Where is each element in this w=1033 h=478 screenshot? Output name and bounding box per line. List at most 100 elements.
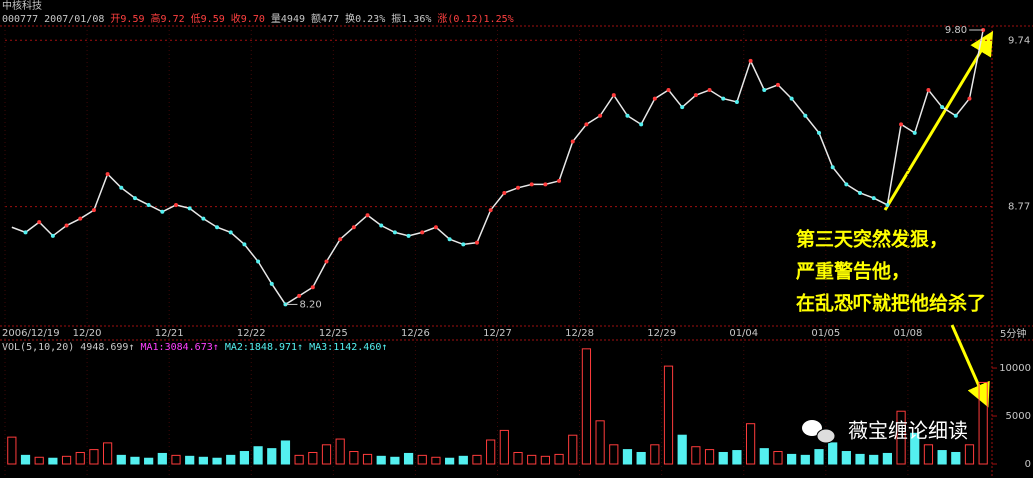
volume-bar [294, 454, 304, 465]
price-point [201, 216, 206, 221]
price-point [23, 230, 28, 235]
volume-bar [144, 457, 154, 465]
price-point [174, 202, 179, 207]
volume-bar [376, 455, 386, 465]
annotation: 严重警告他， [796, 260, 910, 283]
price-point [420, 230, 425, 235]
amplitude: 振1.36% [391, 12, 431, 25]
volume-bar [595, 420, 605, 465]
price-point [625, 113, 630, 118]
price-point [37, 220, 42, 225]
volume-bar [910, 432, 920, 465]
price-point [707, 88, 712, 93]
volume-bar [458, 455, 468, 465]
price-point [598, 113, 603, 118]
volume-bar [20, 454, 31, 465]
price-point [433, 225, 438, 230]
price-point [775, 82, 780, 87]
volume-bar [417, 454, 427, 465]
volume-bar [964, 444, 975, 465]
price-point [871, 196, 876, 201]
y-tick-label: 8.77 [1008, 202, 1030, 213]
volume-legend: MA3:1142.460↑ [309, 342, 387, 353]
volume-bar [267, 448, 277, 465]
volume-bar [61, 455, 72, 465]
volume-bar [745, 423, 756, 465]
x-tick-label: 12/25 [319, 328, 348, 339]
price-point [488, 208, 493, 213]
arrow-down [950, 324, 990, 408]
volume-bar [130, 456, 140, 465]
date: 2007/01/08 [44, 14, 104, 25]
stock-name: 中核科技 [2, 0, 42, 12]
price-point [693, 93, 698, 98]
volume-bar [321, 444, 332, 465]
volume-bar [937, 450, 947, 465]
low-label: 8.20 [299, 299, 321, 310]
volume-bar [431, 456, 441, 465]
x-tick-label: 12/20 [73, 328, 102, 339]
volume-bar [978, 381, 988, 465]
price-point [91, 208, 96, 213]
annotation: 在乱恐吓就把他给杀了 [796, 292, 986, 315]
high: 高9.72 [151, 12, 185, 25]
volume-bar [609, 444, 619, 465]
volume-bar [472, 454, 482, 465]
price-point [502, 190, 507, 195]
volume-bar [882, 452, 893, 465]
x-tick-label: 12/22 [237, 328, 266, 339]
volume-bar [814, 449, 824, 465]
price-point [146, 202, 151, 207]
watermark: 薇宝缠论细读 [848, 419, 968, 443]
volume-bar [48, 457, 58, 465]
volume-bar [841, 451, 851, 465]
price-point [885, 202, 890, 207]
price-line [11, 29, 984, 306]
volume-bar [89, 449, 99, 465]
x-tick-label: 01/04 [729, 328, 758, 339]
volume-bar [308, 451, 318, 465]
volume-bar [951, 451, 961, 465]
high-label: 9.80 [945, 25, 967, 36]
price-point [639, 122, 644, 127]
volume-bar [704, 449, 715, 465]
volume-bar [581, 348, 592, 465]
price-point [762, 88, 767, 93]
price-point [529, 182, 534, 187]
price-point [858, 190, 863, 195]
low: 低9.59 [191, 12, 225, 25]
price-point [324, 259, 329, 264]
x-tick-label: 12/21 [155, 328, 184, 339]
volume-bar [34, 456, 44, 465]
volume-bar [335, 438, 345, 465]
open: 开9.59 [110, 14, 144, 25]
x-tick-label: 01/05 [811, 328, 840, 339]
quote-line: 000777 2007/01/08 开9.59 高9.72 低9.59 收9.7… [2, 12, 514, 25]
price-point [365, 213, 370, 218]
volume-bar [732, 450, 742, 465]
volume-bar [869, 454, 879, 465]
price-point [228, 230, 233, 235]
price-point [830, 165, 835, 170]
volume: 量4949 [271, 13, 305, 25]
volume-bar [622, 449, 633, 465]
x-tick-label: 12/28 [565, 328, 594, 339]
annotation: 第三天突然发狠， [796, 228, 948, 251]
price-point [557, 178, 562, 183]
volume-bar [540, 455, 550, 465]
volume-bar [390, 456, 400, 465]
volume-bar [280, 440, 291, 465]
amount: 额477 [311, 12, 339, 25]
volume-bar [513, 451, 523, 465]
price-point [269, 281, 274, 286]
volume-header: VOL(5,10,20) 4948.699↑ MA1:3084.673↑ MA2… [2, 342, 387, 353]
price-point [816, 130, 821, 135]
volume-bar [349, 451, 359, 465]
price-point [652, 96, 657, 101]
volume-bar [171, 454, 181, 465]
volume-bar [691, 446, 701, 465]
price-point [406, 233, 411, 238]
volume-bar [403, 452, 414, 465]
